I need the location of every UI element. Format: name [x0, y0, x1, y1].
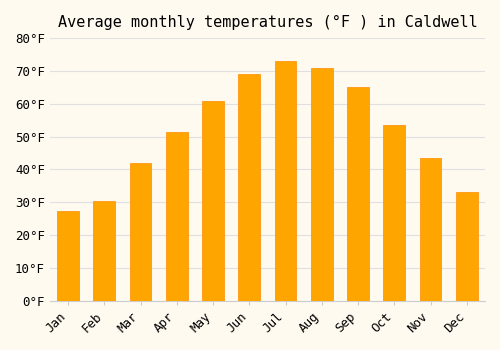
Bar: [384, 125, 405, 301]
Bar: [94, 201, 115, 301]
Bar: [202, 100, 224, 301]
Bar: [347, 88, 369, 301]
Bar: [238, 74, 260, 301]
Title: Average monthly temperatures (°F ) in Caldwell: Average monthly temperatures (°F ) in Ca…: [58, 15, 478, 30]
Bar: [311, 68, 332, 301]
Bar: [57, 211, 79, 301]
Bar: [420, 158, 442, 301]
Bar: [274, 61, 296, 301]
Bar: [166, 132, 188, 301]
Bar: [456, 193, 477, 301]
Bar: [130, 163, 152, 301]
